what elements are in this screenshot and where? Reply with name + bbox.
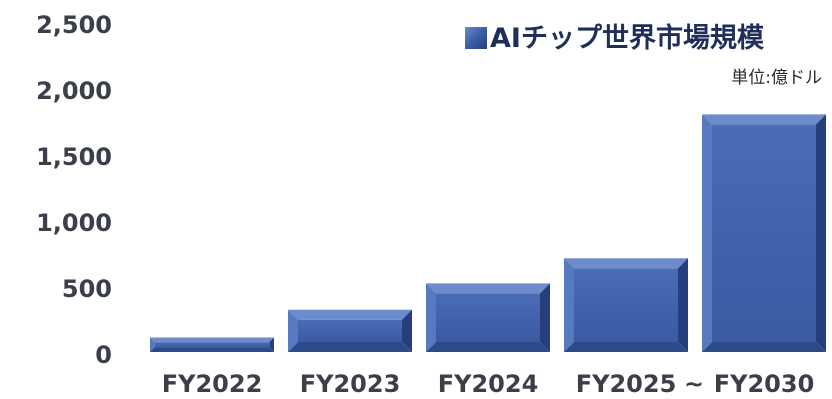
- x-tick-separator: ~: [684, 370, 704, 398]
- bar: [426, 283, 550, 352]
- x-tick-label: FY2022: [162, 370, 263, 398]
- x-axis: FY2022 FY2023 FY2024 FY2025 ~ FY2030: [162, 370, 815, 398]
- unit-label: 単位:億ドル: [731, 68, 822, 88]
- legend-swatch: [465, 27, 487, 49]
- x-tick-label: FY2030: [714, 370, 815, 398]
- legend-label: AIチップ世界市場規模: [490, 22, 764, 54]
- y-tick-label: 1,000: [36, 209, 112, 237]
- bar: [150, 337, 274, 352]
- y-axis: 2,500 2,000 1,500 1,000 500 0: [36, 11, 112, 369]
- x-tick-label: FY2023: [300, 370, 401, 398]
- bar-series: [150, 114, 826, 353]
- legend: AIチップ世界市場規模: [465, 22, 764, 54]
- y-tick-label: 2,000: [36, 77, 112, 105]
- y-tick-label: 0: [95, 341, 112, 369]
- bar: [564, 258, 688, 352]
- x-tick-label: FY2025: [576, 370, 677, 398]
- y-tick-label: 1,500: [36, 143, 112, 171]
- bar: [702, 114, 826, 353]
- bar: [288, 309, 412, 352]
- x-tick-label: FY2024: [438, 370, 539, 398]
- y-tick-label: 500: [62, 275, 112, 303]
- y-tick-label: 2,500: [36, 11, 112, 39]
